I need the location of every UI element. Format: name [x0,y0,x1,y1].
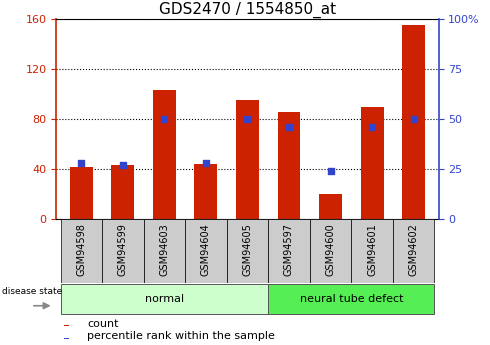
Text: normal: normal [145,294,184,304]
Text: neural tube defect: neural tube defect [299,294,403,304]
Text: GSM94599: GSM94599 [118,223,128,276]
Text: GSM94604: GSM94604 [201,223,211,276]
Bar [277,111,300,219]
Bar [227,219,268,283]
Point [327,168,335,174]
Bar [268,284,435,314]
Bar [361,107,384,219]
Text: GSM94600: GSM94600 [325,223,336,276]
Text: GSM94605: GSM94605 [243,223,252,276]
Text: GSM94597: GSM94597 [284,223,294,276]
Bar [64,325,69,326]
Text: GSM94602: GSM94602 [409,223,418,276]
Point [410,116,417,122]
Point [285,124,293,130]
Title: GDS2470 / 1554850_at: GDS2470 / 1554850_at [159,1,336,18]
Bar [310,219,351,283]
Bar [351,219,393,283]
Text: percentile rank within the sample: percentile rank within the sample [87,332,275,342]
Text: GSM94601: GSM94601 [367,223,377,276]
Bar [195,164,218,219]
Point [119,162,127,168]
Bar [111,165,134,219]
Text: GSM94603: GSM94603 [159,223,170,276]
Text: count: count [87,319,119,329]
Text: GSM94598: GSM94598 [76,223,86,276]
Bar [402,25,425,219]
Bar [70,167,93,219]
Bar [102,219,144,283]
Point [160,116,168,122]
Point [202,160,210,166]
Bar [268,219,310,283]
Bar [319,194,342,219]
Point [77,160,85,166]
Bar [60,284,268,314]
Bar [60,219,102,283]
Bar [393,219,435,283]
Point [244,116,251,122]
Bar [144,219,185,283]
Text: disease state: disease state [2,287,63,296]
Bar [153,90,176,219]
Bar [64,338,69,339]
Bar [185,219,227,283]
Bar [236,100,259,219]
Point [368,124,376,130]
